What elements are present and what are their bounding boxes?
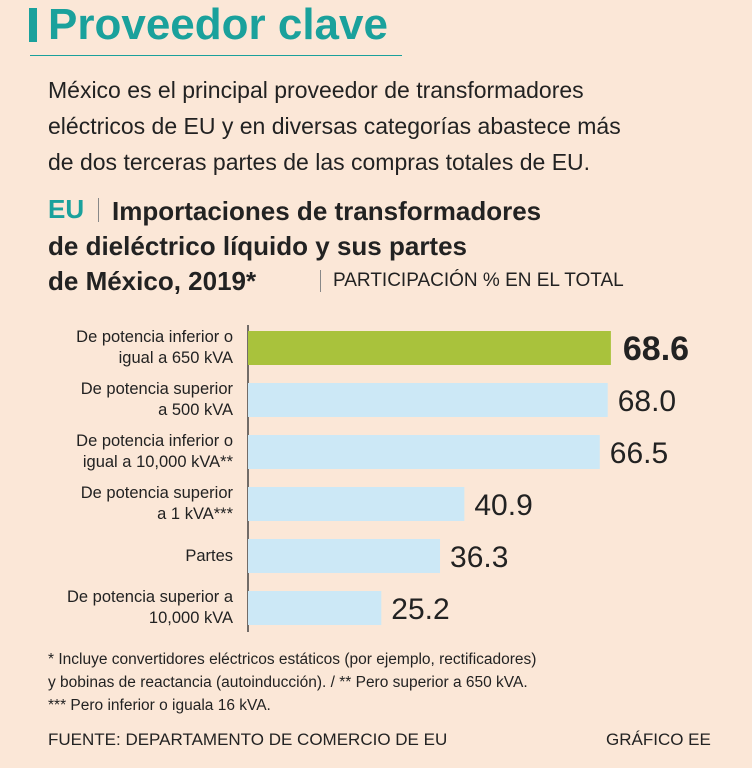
category-label: De potencia inferior o igual a 10,000 kV… [76, 432, 233, 471]
title: Proveedor clave [48, 0, 388, 49]
separator [98, 198, 99, 222]
category-label: De potencia inferior o igual a 650 kVA [76, 328, 233, 367]
bar [248, 487, 465, 521]
notes: * Incluye convertidores eléctricos estát… [48, 651, 537, 714]
category-label: De potencia superior a 10,000 kVA [66, 588, 233, 627]
category-label: De potencia superior a 1 kVA*** [80, 484, 233, 523]
bar [248, 539, 441, 573]
value-label: 66.5 [610, 437, 668, 470]
separator [320, 270, 321, 292]
description: México es el principal proveedor de tran… [48, 77, 621, 175]
source: FUENTE: DEPARTAMENTO DE COMERCIO DE EU [48, 730, 448, 749]
chart-subtitle: PARTICIPACIÓN % EN EL TOTAL [333, 270, 624, 291]
bar [248, 591, 382, 625]
title-rule [30, 55, 402, 56]
chart-title: Importaciones de transformadores de diel… [48, 196, 542, 296]
bar [248, 383, 608, 417]
value-label: 36.3 [450, 541, 508, 574]
value-label: 68.6 [623, 330, 689, 368]
chart-title-prefix: EU [48, 194, 85, 224]
value-label: 68.0 [618, 385, 676, 418]
title-accent [29, 8, 37, 42]
value-label: 40.9 [474, 489, 532, 522]
bar [248, 331, 611, 365]
bar [248, 435, 600, 469]
category-label: Partes [185, 546, 233, 565]
value-label: 25.2 [391, 593, 449, 626]
credit: GRÁFICO EE [606, 730, 711, 749]
category-label: De potencia superior a 500 kVA [80, 380, 233, 419]
